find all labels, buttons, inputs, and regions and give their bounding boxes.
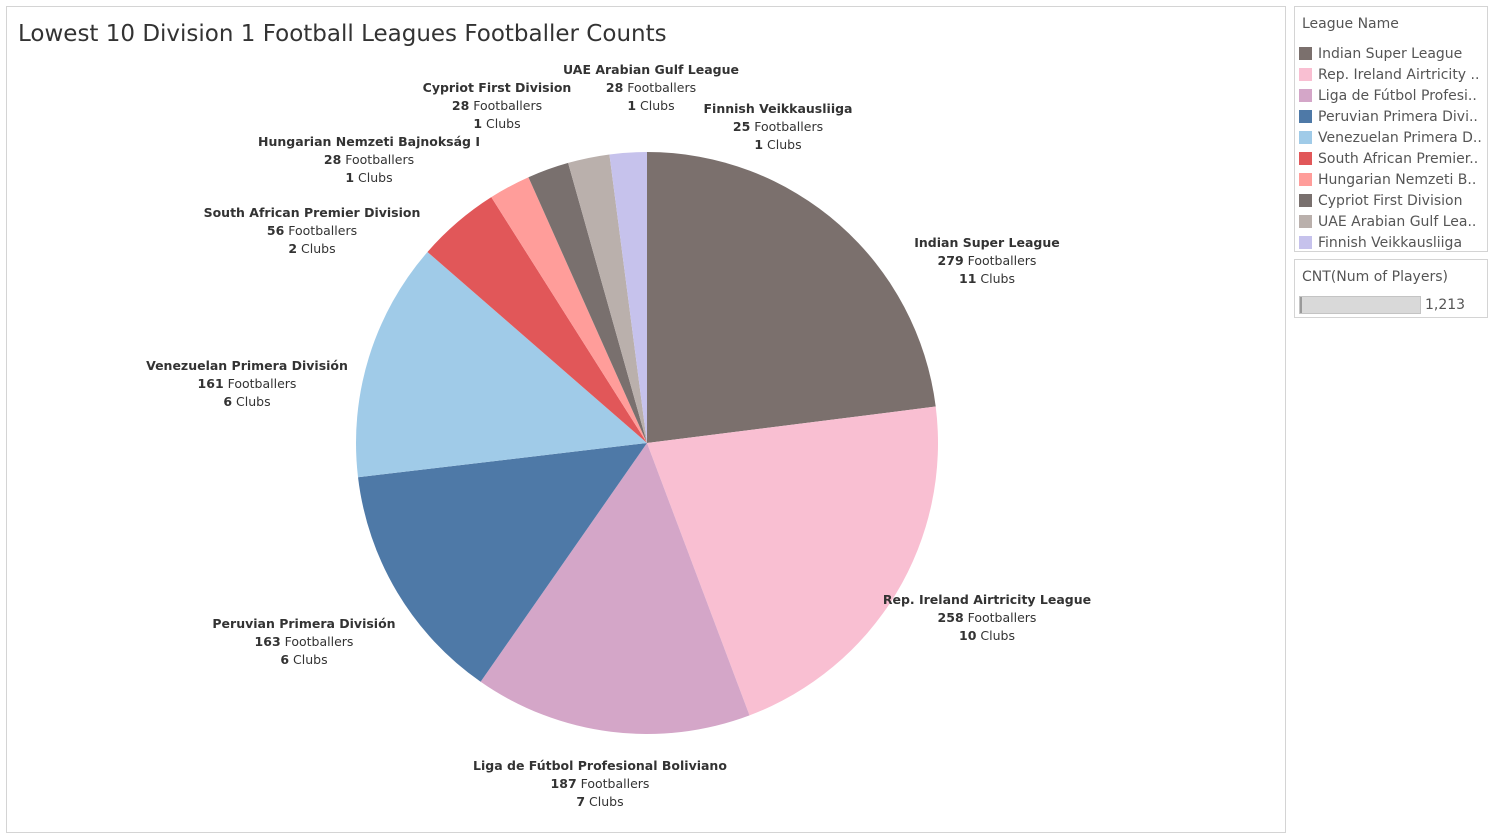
- slice-label-clubs: 1 Clubs: [627, 98, 674, 113]
- slice-label-clubs: 11 Clubs: [959, 271, 1015, 286]
- legend-swatch: [1299, 194, 1312, 207]
- legend-label: Cypriot First Division: [1318, 192, 1463, 209]
- slice-label: Peruvian Primera División 163 Footballers…: [212, 616, 395, 667]
- legend-label: Peruvian Primera Divi..: [1318, 108, 1478, 125]
- slice-label-clubs: 1 Clubs: [345, 170, 392, 185]
- pie-slice[interactable]: [528, 162, 647, 443]
- slice-label-name: Hungarian Nemzeti Bajnokság I: [258, 134, 480, 149]
- slice-label: Finnish Veikkausliiga 25 Footballers 1 Clu…: [704, 101, 853, 152]
- pie-chart[interactable]: Indian Super League 279 Footballers 11 Clu…: [7, 7, 1287, 834]
- slice-label-clubs: 2 Clubs: [288, 241, 335, 256]
- slice-label: Hungarian Nemzeti Bajnokság I 28 Football…: [258, 134, 480, 185]
- legend-swatch: [1299, 173, 1312, 186]
- slice-label-name: Venezuelan Primera División: [146, 358, 348, 373]
- chart-title: Lowest 10 Division 1 Football Leagues Fo…: [18, 21, 667, 47]
- color-legend[interactable]: League Name Indian Super League Rep. Ire…: [1294, 6, 1488, 252]
- legend-label: Finnish Veikkausliiga: [1318, 234, 1463, 251]
- size-legend-value: 1,213: [1425, 297, 1466, 313]
- legend-item[interactable]: Liga de Fútbol Profesi..: [1299, 85, 1485, 106]
- slice-label-clubs: 6 Clubs: [223, 394, 270, 409]
- slice-label: South African Premier Division 56 Footbal…: [204, 205, 421, 256]
- legend-label: Venezuelan Primera D..: [1318, 129, 1482, 146]
- slice-label-value: 279 Footballers: [938, 253, 1037, 268]
- legend-swatch: [1299, 215, 1312, 228]
- pie-slice[interactable]: [427, 197, 647, 443]
- pie-slice[interactable]: [647, 406, 939, 716]
- legend-label: Hungarian Nemzeti B..: [1318, 171, 1477, 188]
- pie-slice[interactable]: [647, 152, 936, 443]
- legend-item[interactable]: UAE Arabian Gulf Lea..: [1299, 211, 1485, 232]
- slice-label-value: 25 Footballers: [733, 119, 823, 134]
- slice-label-name: UAE Arabian Gulf League: [563, 62, 739, 77]
- legend-item[interactable]: Cypriot First Division: [1299, 190, 1485, 211]
- legend-label: South African Premier..: [1318, 150, 1479, 167]
- legend-swatch: [1299, 47, 1312, 60]
- pie-slice[interactable]: [358, 443, 647, 682]
- slice-label: Venezuelan Primera División 161 Footballe…: [146, 358, 348, 409]
- pie-slice[interactable]: [356, 251, 647, 478]
- legend-label: Liga de Fútbol Profesi..: [1318, 87, 1477, 104]
- slice-label: Rep. Ireland Airtricity League 258 Footba…: [883, 592, 1091, 643]
- slice-label-name: Peruvian Primera División: [212, 616, 395, 631]
- legend-item[interactable]: Indian Super League: [1299, 43, 1485, 64]
- slice-label-clubs: 1 Clubs: [754, 137, 801, 152]
- legend-item[interactable]: Finnish Veikkausliiga: [1299, 232, 1485, 253]
- slice-label-clubs: 6 Clubs: [280, 652, 327, 667]
- slice-label-clubs: 10 Clubs: [959, 628, 1015, 643]
- legend-item[interactable]: Peruvian Primera Divi..: [1299, 106, 1485, 127]
- legend-label: UAE Arabian Gulf Lea..: [1318, 213, 1477, 230]
- size-legend-bar-cap: [1300, 297, 1302, 313]
- slice-label-name: Cypriot First Division: [423, 80, 572, 95]
- legend-swatch: [1299, 89, 1312, 102]
- size-legend[interactable]: CNT(Num of Players) 1,213: [1294, 259, 1488, 318]
- pie-slice[interactable]: [568, 154, 647, 443]
- slice-label-name: Indian Super League: [914, 235, 1060, 250]
- slice-label-value: 28 Footballers: [452, 98, 542, 113]
- slice-label: Indian Super League 279 Footballers 11 Clu…: [914, 235, 1060, 286]
- slice-label-value: 28 Footballers: [606, 80, 696, 95]
- legend-item[interactable]: South African Premier..: [1299, 148, 1485, 169]
- slice-label-clubs: 1 Clubs: [473, 116, 520, 131]
- pie-slice[interactable]: [609, 152, 647, 443]
- legend-item[interactable]: Venezuelan Primera D..: [1299, 127, 1485, 148]
- legend-title: League Name: [1302, 16, 1399, 32]
- slice-label-value: 258 Footballers: [938, 610, 1037, 625]
- slice-label: Cypriot First Division 28 Footballers 1 Cl…: [423, 80, 572, 131]
- pie-slice[interactable]: [480, 443, 750, 735]
- slice-label-value: 56 Footballers: [267, 223, 357, 238]
- chart-panel: Lowest 10 Division 1 Football Leagues Fo…: [6, 6, 1286, 833]
- legend-swatch: [1299, 131, 1312, 144]
- legend-item[interactable]: Rep. Ireland Airtricity ..: [1299, 64, 1485, 85]
- slice-label-value: 161 Footballers: [198, 376, 297, 391]
- slice-label-clubs: 7 Clubs: [576, 794, 623, 809]
- legend-item[interactable]: Hungarian Nemzeti B..: [1299, 169, 1485, 190]
- slice-label-name: South African Premier Division: [204, 205, 421, 220]
- legend-swatch: [1299, 68, 1312, 81]
- legend-swatch: [1299, 152, 1312, 165]
- legend-list: Indian Super League Rep. Ireland Airtric…: [1299, 43, 1485, 253]
- legend-swatch: [1299, 110, 1312, 123]
- slice-label-name: Finnish Veikkausliiga: [704, 101, 853, 116]
- slice-label: UAE Arabian Gulf League 28 Footballers 1 C…: [563, 62, 739, 113]
- slice-label-name: Liga de Fútbol Profesional Boliviano: [473, 758, 727, 773]
- slice-label-value: 28 Footballers: [324, 152, 414, 167]
- slice-label-name: Rep. Ireland Airtricity League: [883, 592, 1091, 607]
- slice-label-value: 163 Footballers: [255, 634, 354, 649]
- size-legend-bar: [1299, 296, 1421, 314]
- legend-swatch: [1299, 236, 1312, 249]
- slice-label: Liga de Fútbol Profesional Boliviano 187 …: [473, 758, 727, 809]
- size-legend-title: CNT(Num of Players): [1302, 269, 1448, 285]
- legend-label: Indian Super League: [1318, 45, 1463, 62]
- pie-slice[interactable]: [491, 177, 647, 444]
- slice-label-value: 187 Footballers: [551, 776, 650, 791]
- legend-label: Rep. Ireland Airtricity ..: [1318, 66, 1480, 83]
